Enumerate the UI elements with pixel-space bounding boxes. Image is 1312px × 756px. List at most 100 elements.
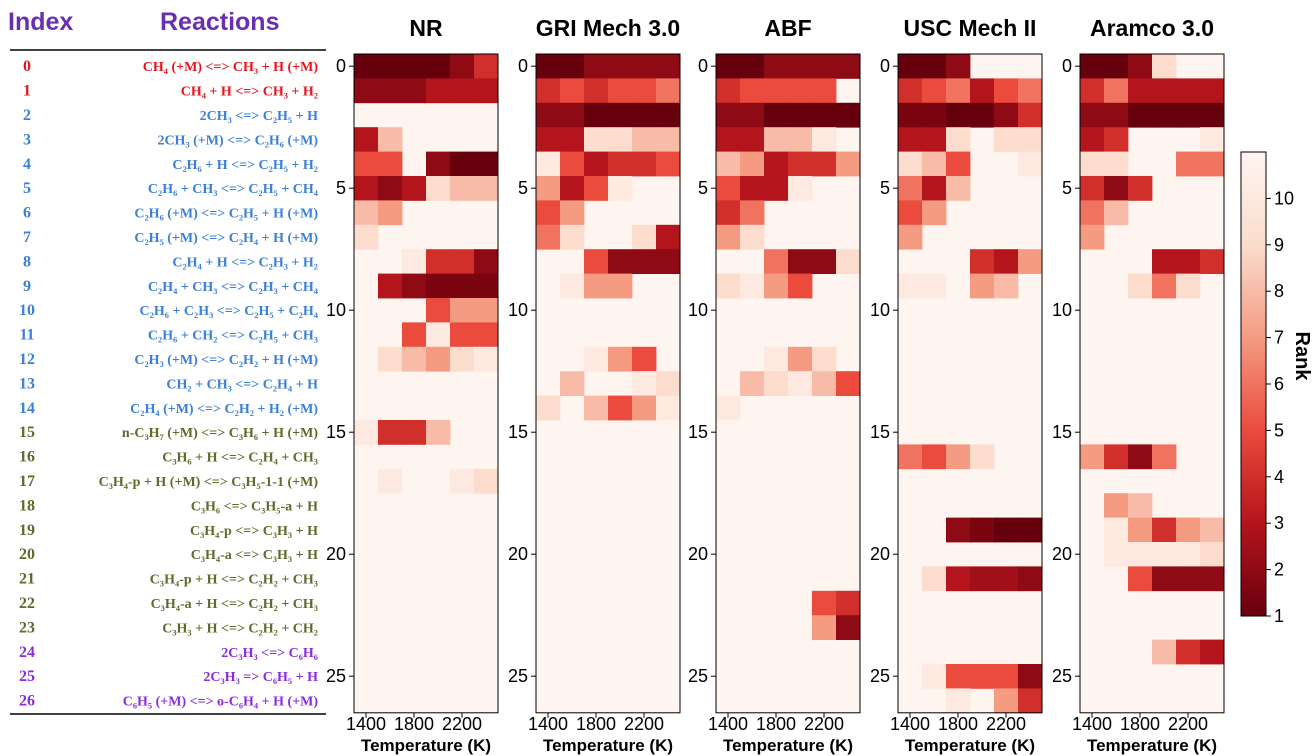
colorbar-tick-label: 9 <box>1274 235 1284 255</box>
heatmap-cell <box>970 273 995 299</box>
heatmap-cell <box>970 517 995 543</box>
colorbar-tick-label: 5 <box>1274 420 1284 440</box>
heatmap-cell <box>426 176 451 201</box>
heatmap-cell <box>1128 493 1153 518</box>
heatmap-cell <box>450 151 475 177</box>
heatmap-cell <box>898 273 923 299</box>
reaction-equation: C₂H₄ + H <=> C₂H₃ + H₂ <box>172 255 318 270</box>
heatmap-cell <box>536 151 561 177</box>
reaction-index: 24 <box>19 644 35 661</box>
heatmap-cell <box>716 395 741 421</box>
heatmap-cell <box>1104 200 1129 226</box>
heatmap-cell <box>426 54 451 79</box>
y-tick-label: 0 <box>1062 56 1072 76</box>
x-tick-label: 2200 <box>442 714 482 734</box>
heatmap-cell <box>426 298 451 323</box>
heatmap-cell <box>1018 127 1043 152</box>
heatmap-cell <box>632 78 657 104</box>
x-tick-label: 1800 <box>394 714 434 734</box>
panel: NR 0 5 10 15 20 25 1400 1800 2200 Temperature (K) <box>326 15 499 755</box>
heatmap-cell <box>426 346 451 372</box>
heatmap-cell <box>946 54 971 79</box>
heatmap-cell <box>354 78 379 104</box>
colorbar-tick-label: 4 <box>1274 467 1284 487</box>
reaction-equation: C₂H₆ + CH₃ <=> C₂H₅ + CH₄ <box>148 182 319 197</box>
heatmap-cell <box>740 78 765 104</box>
heatmap-cell <box>740 54 765 79</box>
heatmap-cell <box>1104 517 1129 543</box>
y-tick-label: 10 <box>870 300 890 320</box>
colorbar-tick-label: 10 <box>1274 188 1294 208</box>
heatmap-cell <box>632 102 657 128</box>
reaction-index: 8 <box>23 253 31 270</box>
reaction-index: 13 <box>19 375 35 392</box>
x-axis-title: Temperature (K) <box>361 736 491 755</box>
reaction-equation: C₃H₄-a + H <=> C₂H₂ + CH₃ <box>151 597 318 612</box>
x-axis-title: Temperature (K) <box>543 736 673 755</box>
x-axis-title: Temperature (K) <box>723 736 853 755</box>
heatmap-cell <box>1176 273 1201 299</box>
reaction-equation: C₃H₄-p + H (+M) <=> C₃H₅-1-1 (+M) <box>99 475 319 490</box>
heatmap-cell <box>450 468 475 494</box>
heatmap-cell <box>1018 151 1043 177</box>
heatmap-cell <box>584 346 609 372</box>
reaction-equation: C₃H₄-p + H <=> C₂H₂ + CH₃ <box>150 573 318 588</box>
heatmap-cell <box>656 371 681 396</box>
reaction-index: 1 <box>23 83 31 100</box>
heatmap-cell <box>788 176 813 201</box>
heatmap-cell <box>450 298 475 323</box>
heatmap-cell <box>402 54 427 79</box>
reaction-equation: C₃H₆ + H <=> C₂H₄ + CH₃ <box>162 451 318 466</box>
heatmap-cell <box>474 468 499 494</box>
heatmap-cell <box>922 444 947 470</box>
y-tick-label: 25 <box>1052 666 1072 686</box>
heatmap-cell <box>812 346 837 372</box>
heatmap-cell <box>898 444 923 470</box>
heatmap-cell <box>946 151 971 177</box>
heatmap-cell <box>560 54 585 79</box>
x-tick-label: 1800 <box>576 714 616 734</box>
heatmap-cell <box>764 346 789 372</box>
heatmap-cell <box>536 200 561 226</box>
reaction-index: 22 <box>19 595 35 612</box>
heatmap-cell <box>716 273 741 299</box>
heatmap-cell <box>1128 54 1153 79</box>
heatmap-cell <box>898 200 923 226</box>
heatmap-cell <box>836 615 861 640</box>
y-tick-label: 20 <box>688 544 708 564</box>
heatmap-cell <box>426 322 451 348</box>
heatmap-cell <box>1080 102 1105 128</box>
heatmap-cell <box>898 102 923 128</box>
heatmap-cell <box>1018 664 1043 689</box>
heatmap-cell <box>354 224 379 250</box>
panel-frame <box>1079 53 1225 714</box>
heatmap-cell <box>1080 176 1105 201</box>
x-tick-label: 1800 <box>756 714 796 734</box>
reaction-equation: C₂H₃ (+M) <=> C₂H₂ + H (+M) <box>134 353 318 368</box>
heatmap-cell <box>1018 688 1043 714</box>
heatmap-cell <box>378 127 403 152</box>
heatmap-cell <box>584 395 609 421</box>
reaction-equation: CH₂ + CH₃ <=> C₂H₄ + H <box>166 377 318 392</box>
heatmap-cell <box>898 54 923 79</box>
heatmap-cell <box>740 127 765 152</box>
heatmap-cell <box>788 78 813 104</box>
heatmap-cell <box>994 517 1019 543</box>
heatmap-cell <box>1176 566 1201 592</box>
heatmap-cell <box>994 566 1019 592</box>
heatmap-cell <box>994 664 1019 689</box>
heatmap-cell <box>716 200 741 226</box>
heatmap-cell <box>1080 151 1105 177</box>
colorbar-tick-label: 1 <box>1274 606 1284 626</box>
heatmap-cell <box>994 78 1019 104</box>
heatmap-cell <box>584 54 609 79</box>
reaction-equation: C₂H₅ (+M) <=> C₂H₄ + H (+M) <box>134 231 318 246</box>
x-axis-title: Temperature (K) <box>905 736 1035 755</box>
heatmap-cell <box>378 200 403 226</box>
reaction-index: 3 <box>23 131 31 148</box>
heatmap-cell <box>788 102 813 128</box>
heatmap-cell <box>608 151 633 177</box>
heatmap-cell <box>1200 517 1225 543</box>
heatmap-cell <box>1152 54 1177 79</box>
heatmap-cell <box>970 444 995 470</box>
